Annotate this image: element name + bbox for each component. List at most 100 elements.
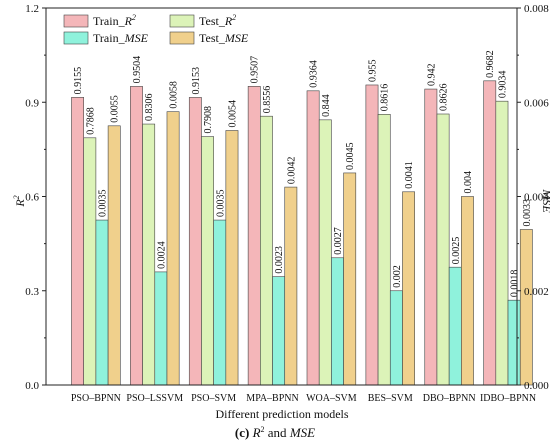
legend-swatch-test-r	[169, 14, 195, 28]
value-label-train-r-bes-svm: 0.955	[367, 59, 378, 82]
value-label-train-r-pso-svm: 0.9153	[191, 67, 202, 95]
bar-test-mse-woa-svm	[343, 172, 357, 386]
caption-mse: MSE	[289, 425, 315, 440]
legend-label-test-r: Test_R2	[199, 13, 236, 28]
legend-label-test-mse: Test_MSE	[199, 31, 249, 45]
bar-train-r-pso-lssvm	[130, 86, 143, 386]
legend-swatch-train-mse	[63, 31, 89, 45]
category-label-bes-svm: BES–SVM	[368, 393, 413, 404]
left-tick-label: 0.9	[25, 97, 39, 109]
right-tick-label: 0.004	[524, 192, 549, 204]
bar-train-r-woa-svm	[306, 90, 320, 386]
caption-and: and	[265, 425, 290, 440]
value-label-test-r-idbo-bpnn: 0.9034	[497, 71, 508, 99]
right-tick-label: 0.008	[524, 3, 549, 15]
bar-train-mse-woa-svm	[331, 257, 344, 386]
bar-test-mse-dbo-bpnn	[461, 196, 474, 386]
bar-train-r-mpa-bpnn	[247, 86, 261, 386]
value-label-test-r-mpa-bpnn: 0.8556	[262, 86, 273, 114]
value-label-test-r-pso-bpnn: 0.7868	[85, 107, 96, 135]
category-label-pso-lssvm: PSO–LSSVM	[126, 393, 183, 404]
category-label-pso-svm: PSO–SVM	[191, 393, 236, 404]
right-tick-label: 0.000	[524, 380, 549, 392]
value-label-train-r-woa-svm: 0.9364	[309, 60, 320, 88]
left-tick-label: 0.6	[25, 192, 39, 204]
value-label-test-mse-mpa-bpnn: 0.0042	[286, 157, 297, 185]
bar-train-mse-pso-lssvm	[154, 271, 168, 386]
legend-swatch-train-r	[63, 14, 89, 28]
bar-test-r-bes-svm	[377, 114, 391, 386]
value-label-train-r-mpa-bpnn: 0.9507	[250, 56, 261, 84]
bar-test-mse-idbo-bpnn	[519, 229, 533, 386]
left-y-axis-title-main: R	[13, 199, 27, 208]
value-label-test-r-bes-svm: 0.8616	[380, 84, 391, 112]
bar-train-r-bes-svm	[365, 84, 379, 386]
bar-test-mse-bes-svm	[402, 191, 415, 386]
value-label-train-mse-bes-svm: 0.002	[392, 265, 403, 288]
value-label-train-mse-woa-svm: 0.0027	[333, 227, 344, 255]
legend-swatch-test-mse	[169, 31, 195, 45]
legend-label-main: MSE	[224, 31, 249, 45]
bar-train-r-pso-bpnn	[71, 97, 84, 386]
bar-test-r-dbo-bpnn	[436, 113, 450, 386]
bar-test-mse-pso-lssvm	[166, 111, 180, 386]
category-label-dbo-bpnn: DBO–BPNN	[423, 393, 476, 404]
value-label-test-mse-idbo-bpnn: 0.0033	[522, 199, 533, 227]
value-label-test-mse-dbo-bpnn: 0.004	[463, 171, 474, 194]
bar-test-mse-pso-svm	[225, 130, 239, 386]
legend-label-prefix: Train_	[93, 14, 126, 28]
left-y-axis-title: R2	[12, 195, 27, 207]
caption-tag: (c)	[235, 425, 249, 440]
left-y-axis-title-sup: 2	[12, 195, 21, 199]
left-tick-label: 0.3	[25, 286, 39, 298]
legend-label-main: R	[124, 14, 133, 28]
left-tick-label: 1.2	[25, 3, 39, 15]
right-tick-label: 0.002	[524, 286, 549, 298]
bar-train-r-pso-svm	[188, 97, 202, 386]
figure-caption: (c) R2 and MSE	[235, 425, 315, 440]
bar-test-r-pso-svm	[201, 136, 214, 386]
bar-train-mse-mpa-bpnn	[272, 276, 286, 386]
value-label-test-r-woa-svm: 0.844	[321, 94, 332, 117]
bar-test-r-pso-bpnn	[83, 137, 97, 386]
bar-train-mse-bes-svm	[389, 290, 403, 386]
legend-label-prefix: Test_	[199, 31, 226, 45]
bar-test-r-pso-lssvm	[142, 123, 156, 386]
bar-train-r-idbo-bpnn	[483, 80, 497, 386]
value-label-test-mse-pso-svm: 0.0054	[227, 100, 238, 128]
value-label-train-r-pso-bpnn: 0.9155	[73, 67, 84, 95]
right-y-axis-title: MSE	[540, 188, 550, 213]
right-tick-label: 0.006	[524, 97, 549, 109]
value-label-train-mse-idbo-bpnn: 0.0018	[510, 270, 521, 298]
value-label-train-r-dbo-bpnn: 0.942	[426, 64, 437, 87]
value-label-train-mse-pso-bpnn: 0.0035	[98, 190, 109, 218]
bar-train-mse-dbo-bpnn	[448, 266, 462, 386]
bar-train-r-dbo-bpnn	[424, 88, 438, 386]
value-label-train-mse-pso-lssvm: 0.0024	[156, 241, 167, 269]
value-label-train-r-pso-lssvm: 0.9504	[132, 56, 143, 84]
legend-label-sup: 2	[232, 13, 236, 22]
legend-label-prefix: Train_	[93, 31, 126, 45]
bar-test-r-idbo-bpnn	[495, 100, 509, 386]
value-label-test-r-pso-svm: 0.7908	[203, 106, 214, 134]
value-label-test-mse-pso-lssvm: 0.0058	[169, 81, 180, 109]
bars-layer	[71, 80, 533, 386]
value-label-test-r-dbo-bpnn: 0.8626	[439, 84, 450, 112]
axes-layer: PSO–BPNN PSO–LSSVM PSO–SVM MPA–BPNN WOA–SVM B…	[25, 3, 549, 404]
legend-label-main: MSE	[124, 31, 149, 45]
value-label-test-r-pso-lssvm: 0.8306	[144, 94, 155, 122]
value-label-test-mse-woa-svm: 0.0045	[345, 142, 356, 170]
value-label-train-mse-pso-svm: 0.0035	[215, 190, 226, 218]
bar-test-mse-pso-bpnn	[107, 125, 121, 386]
value-label-train-mse-dbo-bpnn: 0.0025	[451, 237, 462, 265]
value-label-test-mse-pso-bpnn: 0.0055	[110, 95, 121, 123]
left-tick-label: 0.0	[25, 380, 39, 392]
legend-label-train-r: Train_R2	[93, 13, 136, 28]
legend-label-prefix: Test_	[199, 14, 226, 28]
value-label-train-r-idbo-bpnn: 0.9682	[485, 50, 496, 78]
bar-train-mse-pso-bpnn	[95, 219, 109, 386]
category-label-mpa-bpnn: MPA–BPNN	[246, 393, 298, 404]
bar-test-r-woa-svm	[318, 119, 332, 386]
